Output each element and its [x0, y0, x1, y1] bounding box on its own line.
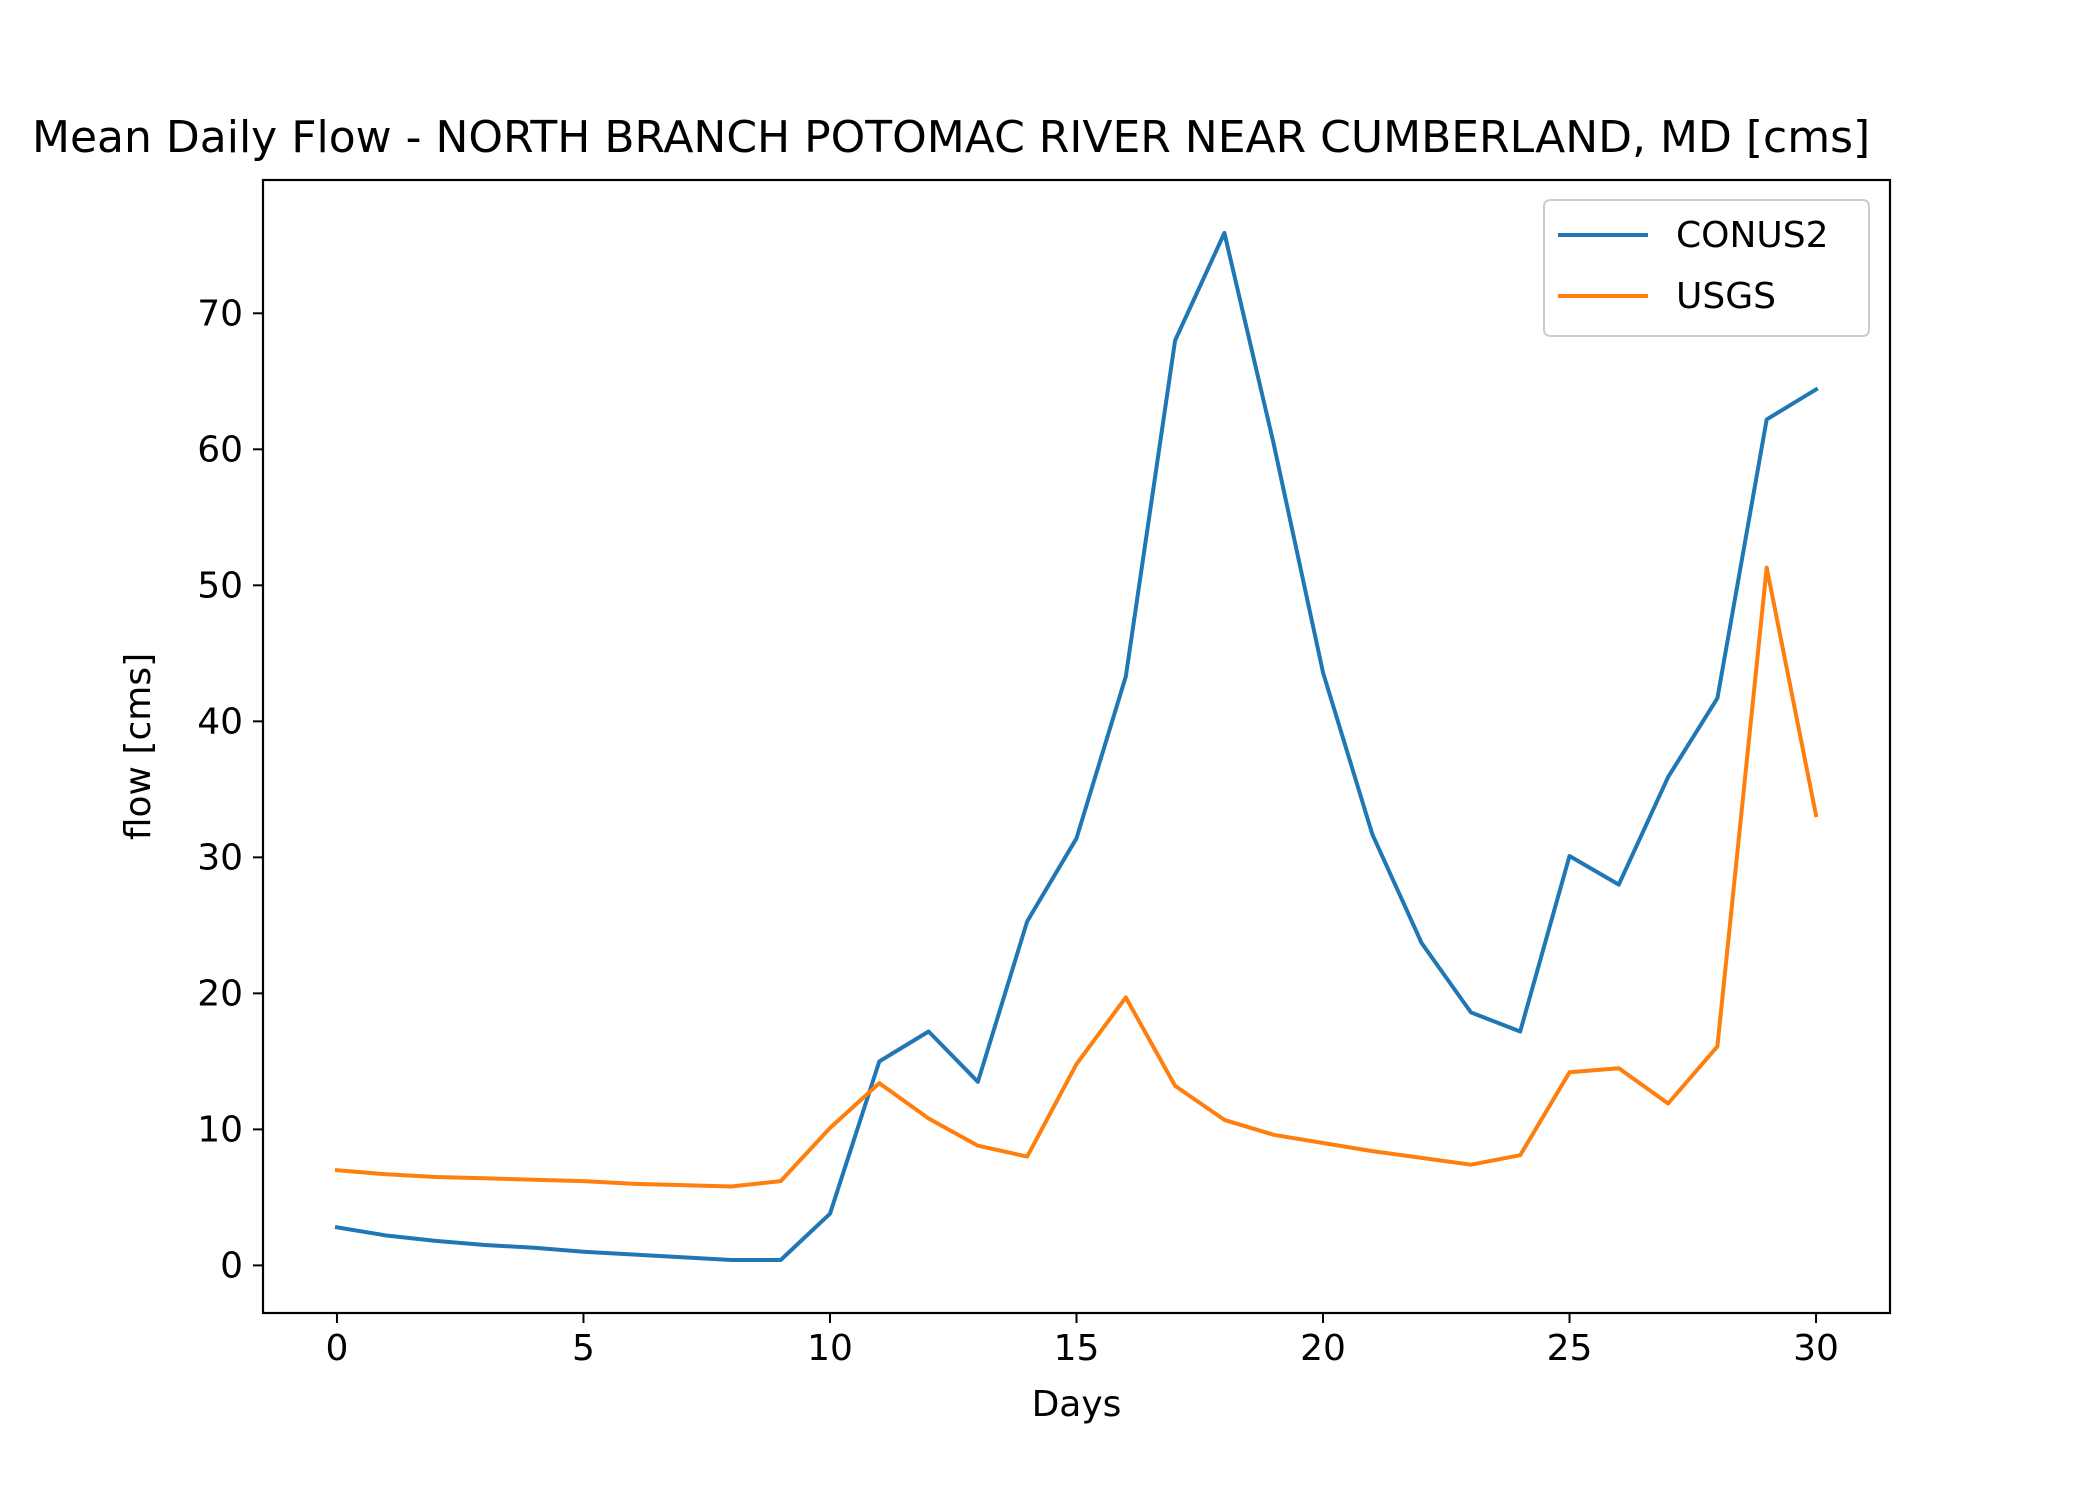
- y-tick-label: 10: [197, 1109, 243, 1150]
- x-tick-label: 25: [1547, 1328, 1593, 1369]
- y-tick-label: 50: [197, 565, 243, 606]
- x-tick-label: 20: [1300, 1328, 1346, 1369]
- legend: CONUS2 USGS: [1543, 199, 1870, 337]
- chart-title: Mean Daily Flow - NORTH BRANCH POTOMAC R…: [32, 112, 1870, 163]
- plot-area: 0 5 10 15 20 25 30 0 10 20 30 40 50 60 70: [197, 178, 1892, 1369]
- plot-frame: [261, 178, 1892, 1315]
- x-tick-label: 0: [326, 1328, 349, 1369]
- series-line-conus2: [334, 231, 1819, 1262]
- legend-label: USGS: [1676, 276, 1776, 317]
- x-axis-label: Days: [1032, 1384, 1122, 1425]
- series-layer: [334, 231, 1819, 1262]
- x-axis: 0 5 10 15 20 25 30: [326, 1313, 1839, 1369]
- legend-items: CONUS2 USGS: [1558, 215, 1829, 317]
- y-tick-label: 30: [197, 837, 243, 878]
- x-tick-label: 5: [572, 1328, 595, 1369]
- y-tick-label: 60: [197, 429, 243, 470]
- y-axis: 0 10 20 30 40 50 60 70: [197, 293, 263, 1286]
- x-tick-label: 30: [1793, 1328, 1839, 1369]
- legend-label: CONUS2: [1676, 215, 1829, 256]
- series-line-usgs: [334, 565, 1819, 1189]
- y-tick-label: 40: [197, 701, 243, 742]
- y-tick-label: 70: [197, 293, 243, 334]
- x-tick-label: 15: [1054, 1328, 1100, 1369]
- x-tick-label: 10: [807, 1328, 853, 1369]
- y-tick-label: 0: [220, 1245, 243, 1286]
- y-tick-label: 20: [197, 973, 243, 1014]
- y-axis-label: flow [cms]: [118, 653, 159, 840]
